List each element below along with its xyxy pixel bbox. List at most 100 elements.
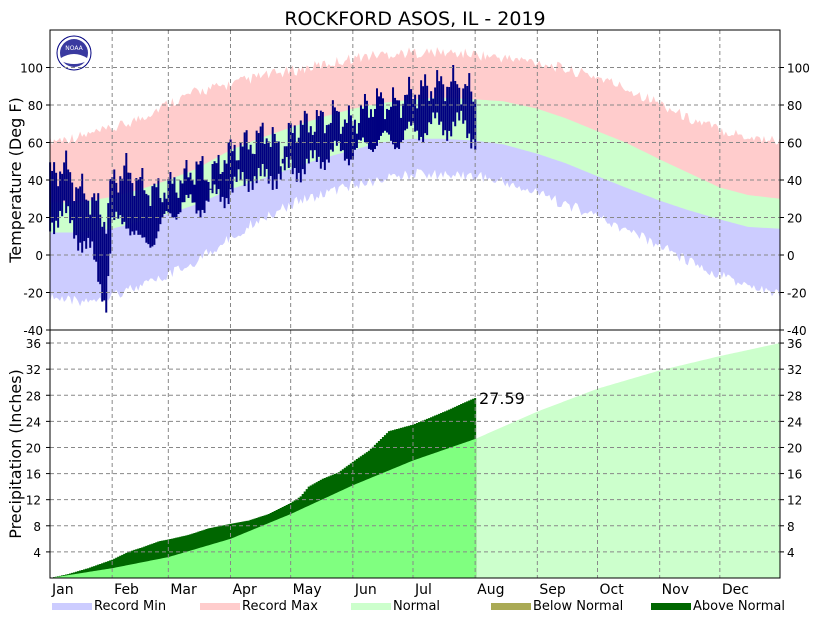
logo-text: NOAA — [65, 45, 83, 52]
observed-temp-bar — [97, 193, 100, 282]
observed-temp-bar — [267, 141, 270, 184]
observed-temp-bar — [446, 86, 449, 141]
observed-temp-bar — [343, 119, 346, 161]
observed-temp-bar — [394, 97, 397, 150]
observed-temp-bar — [257, 133, 260, 168]
observed-temp-bar — [169, 172, 172, 214]
precip-frame — [49, 329, 781, 579]
observed-temp-bar — [179, 180, 182, 213]
observed-temp-bar — [139, 177, 142, 235]
observed-temp-bar — [127, 172, 130, 229]
observed-temp-bar — [404, 94, 407, 131]
observed-temp-bar — [235, 160, 238, 182]
temp-ytick-right: 20 — [787, 212, 802, 226]
noaa-logo: NOAA — [56, 35, 92, 71]
precip-total-annotation: 27.59 — [479, 389, 525, 408]
observed-temp-bar — [65, 150, 68, 214]
observed-temp-bar — [422, 86, 425, 143]
temp-ytick-left: 60 — [28, 137, 43, 151]
month-label: Mar — [170, 582, 197, 598]
observed-temp-bar — [398, 100, 401, 149]
temp-ytick-right: 60 — [787, 137, 802, 151]
observed-temp-bar — [153, 183, 156, 245]
observed-temp-bar — [444, 101, 447, 131]
chart-title: ROCKFORD ASOS, IL - 2019 — [284, 8, 545, 30]
precip-ytick-right: 20 — [787, 441, 802, 455]
observed-temp-bar — [281, 158, 284, 164]
observed-temp-bar — [297, 137, 300, 173]
observed-temp-bar — [119, 176, 122, 216]
observed-temp-bar — [91, 197, 94, 242]
observed-temp-bar — [390, 106, 393, 141]
observed-temp-bar — [89, 214, 92, 248]
observed-temp-bar — [378, 96, 381, 140]
observed-temp-bar — [175, 192, 178, 220]
observed-temp-bar — [121, 178, 124, 225]
observed-temp-bar — [63, 162, 66, 201]
observed-temp-bar — [307, 132, 310, 164]
observed-temp-bar — [165, 198, 168, 212]
observed-temp-bar — [392, 87, 395, 145]
observed-temp-bar — [428, 100, 431, 123]
observed-temp-bar — [111, 177, 114, 218]
observed-temp-bar — [183, 168, 186, 203]
precip-ytick-left: 36 — [26, 337, 41, 351]
temp-ytick-left: 20 — [28, 212, 43, 226]
observed-temp-bar — [221, 171, 224, 197]
observed-temp-bar — [329, 122, 332, 150]
observed-temp-bar — [177, 197, 180, 214]
month-label: Jan — [51, 582, 74, 598]
observed-temp-bar — [191, 180, 194, 203]
observed-temp-bar — [442, 84, 445, 136]
month-label: May — [293, 582, 322, 598]
observed-temp-bar — [259, 126, 262, 177]
temp-ytick-right: -20 — [787, 287, 807, 301]
observed-temp-bar — [61, 173, 64, 217]
observed-temp-bar — [388, 109, 391, 135]
precip-ytick-left: 8 — [33, 520, 41, 534]
observed-temp-bar — [386, 108, 389, 133]
observed-temp-bar — [73, 201, 76, 239]
observed-temp-bar — [289, 123, 292, 160]
observed-temp-bar — [261, 122, 264, 164]
observed-temp-bar — [133, 195, 136, 235]
observed-temp-bar — [219, 173, 222, 202]
observed-temp-bar — [173, 177, 176, 218]
observed-temp-bar — [195, 161, 198, 214]
observed-temp-bar — [317, 116, 320, 157]
observed-temp-bar — [161, 202, 164, 218]
observed-temp-bar — [436, 70, 439, 113]
observed-temp-bar — [67, 169, 70, 207]
observed-temp-bar — [203, 179, 206, 213]
observed-temp-bar — [53, 162, 56, 235]
observed-temp-bar — [347, 105, 350, 166]
temp-ytick-right: 80 — [787, 99, 802, 113]
temp-ytick-left: 0 — [35, 249, 43, 263]
observed-temp-bar — [233, 144, 236, 177]
observed-temp-bar — [369, 109, 372, 150]
observed-temp-bar — [243, 132, 246, 187]
observed-temp-bar — [199, 161, 202, 218]
observed-temp-bar — [363, 93, 366, 143]
month-label: Oct — [600, 582, 625, 598]
observed-temp-bar — [193, 184, 196, 203]
observed-temp-bar — [227, 142, 230, 205]
observed-temp-bar — [103, 221, 106, 301]
observed-temp-bar — [287, 122, 290, 168]
observed-temp-bar — [426, 85, 429, 136]
observed-temp-bar — [211, 164, 214, 194]
precip-ytick-right: 4 — [787, 546, 795, 560]
observed-temp-bar — [367, 117, 370, 149]
observed-temp-bar — [361, 108, 364, 138]
observed-temp-bar — [69, 172, 72, 224]
precip-ytick-left: 12 — [26, 494, 41, 508]
legend: Record Min Record Max Normal Below Normal Ab… — [52, 599, 785, 614]
temp-ytick-right: -40 — [787, 324, 807, 338]
observed-temp-bar — [373, 108, 376, 150]
observed-temp-bar — [251, 153, 254, 190]
observed-temp-bar — [163, 192, 166, 214]
observed-temp-bar — [396, 100, 399, 148]
observed-temp-bar — [123, 165, 126, 222]
observed-temp-bar — [81, 173, 84, 253]
observed-temp-bar — [375, 88, 378, 146]
